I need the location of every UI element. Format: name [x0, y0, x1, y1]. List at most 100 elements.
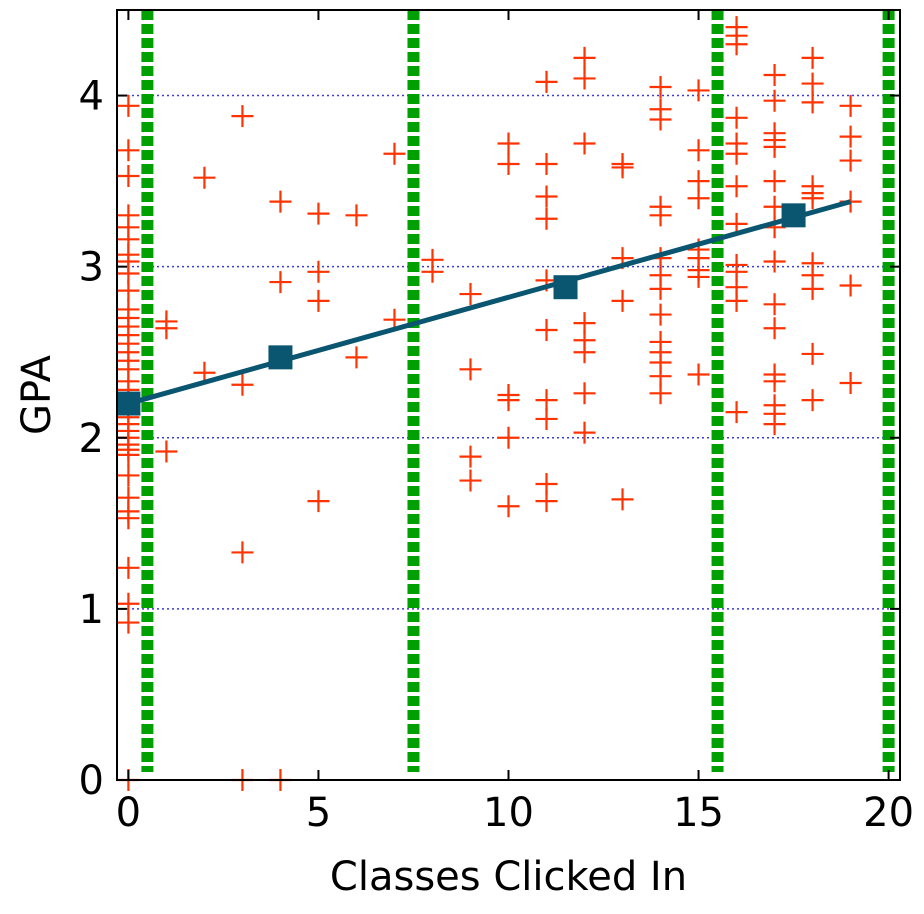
data-point — [763, 64, 786, 87]
data-point — [725, 16, 748, 39]
data-point — [117, 204, 140, 227]
data-point — [649, 330, 672, 353]
y-tick-label: 3 — [79, 245, 104, 291]
y-tick-label: 1 — [79, 587, 104, 633]
data-point — [269, 190, 292, 213]
bin-mean-marker — [268, 345, 293, 370]
data-point — [763, 394, 786, 417]
data-point — [649, 303, 672, 326]
data-point — [801, 175, 824, 198]
data-point — [497, 384, 520, 406]
data-point — [839, 274, 862, 297]
y-tick-label: 4 — [79, 74, 104, 120]
data-point — [801, 252, 824, 275]
bin-mean-marker — [116, 391, 141, 416]
y-tick-label: 0 — [79, 758, 104, 804]
data-point — [763, 363, 786, 386]
data-point — [801, 342, 824, 365]
bin-boundaries — [141, 10, 895, 772]
data-point — [725, 106, 748, 129]
data-point — [839, 125, 862, 148]
data-point — [345, 204, 368, 227]
data-point — [383, 142, 406, 165]
data-point — [725, 253, 748, 276]
fit-line — [127, 199, 852, 406]
data-point — [535, 207, 558, 230]
data-point — [801, 72, 824, 95]
data-point — [497, 495, 520, 518]
data-point — [231, 105, 254, 128]
data-point — [763, 250, 786, 273]
data-point — [193, 166, 216, 189]
data-point — [117, 164, 140, 187]
data-point — [117, 592, 140, 615]
x-axis-label: Classes Clicked In — [330, 854, 687, 900]
data-point — [117, 611, 140, 634]
data-point — [307, 490, 330, 513]
data-point — [763, 89, 786, 112]
data-point — [307, 260, 330, 283]
data-point — [535, 70, 558, 93]
x-tick-label: 20 — [863, 790, 914, 836]
data-point — [573, 132, 596, 155]
data-point — [801, 46, 824, 69]
bin-mean-marker — [781, 203, 806, 228]
data-point — [687, 139, 710, 162]
data-point — [459, 358, 482, 381]
data-point — [763, 170, 786, 193]
data-points — [117, 16, 862, 791]
fit-line-group — [116, 199, 852, 416]
y-axis-label: GPA — [14, 354, 60, 435]
data-point — [459, 469, 482, 492]
data-point — [839, 149, 862, 172]
data-point — [155, 440, 178, 463]
data-point — [497, 132, 520, 155]
data-point — [573, 46, 596, 69]
data-point — [459, 283, 482, 306]
x-tick-label: 10 — [483, 790, 534, 836]
data-point — [117, 464, 140, 487]
data-point — [117, 298, 140, 321]
data-point — [535, 185, 558, 208]
data-point — [763, 122, 786, 145]
data-point — [535, 389, 558, 412]
data-point — [611, 289, 634, 312]
x-tick-label: 0 — [116, 790, 141, 836]
data-point — [231, 373, 254, 396]
data-point — [687, 170, 710, 193]
data-point — [687, 363, 710, 386]
data-point — [155, 310, 178, 333]
data-point — [725, 175, 748, 198]
data-point — [801, 91, 824, 114]
data-point — [763, 293, 786, 316]
data-point — [611, 153, 634, 175]
data-point — [307, 202, 330, 225]
data-point — [649, 98, 672, 121]
data-point — [801, 389, 824, 412]
axes: 0 5 10 15 20 0 1 2 3 4 — [79, 10, 914, 836]
data-point — [117, 486, 140, 509]
data-point — [345, 346, 368, 369]
data-point — [725, 401, 748, 424]
data-point — [839, 372, 862, 395]
data-point — [459, 445, 482, 468]
data-point — [535, 407, 558, 430]
data-point — [573, 421, 596, 444]
data-point — [231, 541, 254, 564]
data-point — [687, 79, 710, 102]
data-point — [725, 132, 748, 155]
data-point — [117, 139, 140, 162]
data-point — [497, 153, 520, 175]
data-point — [269, 271, 292, 294]
data-point — [611, 488, 634, 511]
data-point — [117, 94, 140, 117]
data-point — [649, 76, 672, 98]
data-point — [307, 289, 330, 312]
data-point — [763, 317, 786, 340]
data-point — [117, 556, 140, 579]
data-point — [497, 426, 520, 449]
data-point — [573, 382, 596, 405]
data-point — [535, 153, 558, 175]
data-point — [535, 318, 558, 341]
